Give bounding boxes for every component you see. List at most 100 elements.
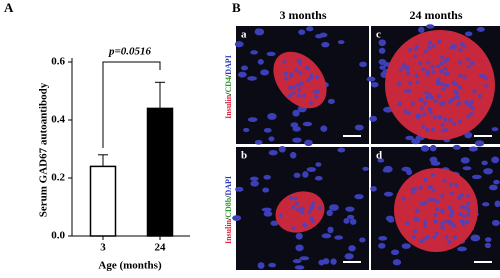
- islet-nucleus: [432, 115, 437, 120]
- islet-nucleus: [466, 64, 471, 69]
- islet-nucleus: [448, 118, 453, 123]
- nucleus: [378, 39, 386, 47]
- islet-nucleus: [293, 196, 298, 201]
- nucleus: [327, 226, 334, 234]
- nucleus: [306, 167, 317, 172]
- islet-nucleus: [423, 224, 428, 229]
- nucleus: [378, 242, 386, 249]
- islet-nucleus: [315, 89, 320, 94]
- nucleus: [494, 200, 500, 208]
- nucleus: [359, 61, 367, 68]
- islet-nucleus: [448, 45, 453, 50]
- islet-nucleus: [434, 231, 439, 236]
- islet-nucleus: [397, 81, 402, 86]
- islet-nucleus: [441, 100, 446, 105]
- nucleus: [491, 127, 499, 132]
- nucleus: [349, 218, 357, 225]
- islet-nucleus: [433, 212, 438, 217]
- islet-nucleus: [278, 213, 283, 218]
- islet-nucleus: [415, 217, 420, 222]
- islet-nucleus: [421, 201, 426, 206]
- nucleus: [292, 259, 302, 264]
- islet-nucleus: [291, 226, 296, 231]
- islet-nucleus: [405, 65, 410, 70]
- nucleus: [401, 243, 411, 249]
- islet-nucleus: [433, 219, 438, 224]
- islet: [385, 30, 495, 140]
- islet-nucleus: [436, 77, 441, 82]
- nucleus: [321, 41, 330, 48]
- islet-nucleus: [440, 225, 445, 230]
- islet-nucleus: [443, 117, 448, 122]
- islet-nucleus: [427, 40, 432, 45]
- nucleus: [460, 157, 470, 164]
- nucleus: [263, 127, 272, 133]
- islet-nucleus: [451, 223, 456, 228]
- x-tick-label: 3: [100, 242, 106, 254]
- islet-nucleus: [413, 54, 418, 59]
- nucleus: [292, 137, 302, 143]
- nucleus: [345, 206, 355, 212]
- nucleus: [354, 194, 364, 200]
- row-label-part: DAPI: [224, 176, 233, 196]
- nucleus: [237, 71, 247, 78]
- nucleus: [383, 191, 394, 197]
- nucleus: [268, 149, 278, 156]
- islet-nucleus: [459, 42, 464, 47]
- nucleus: [464, 31, 473, 37]
- y-tick-label: 0.4: [51, 114, 65, 126]
- islet-nucleus: [427, 92, 432, 97]
- micrographs: a c b d: [232, 24, 500, 270]
- islet: [273, 51, 327, 109]
- nucleus: [234, 41, 244, 48]
- bar: [146, 107, 174, 237]
- islet-nucleus: [439, 69, 444, 74]
- nucleus: [392, 259, 402, 266]
- islet-nucleus: [309, 100, 314, 105]
- y-tick-label: 0.0: [51, 230, 65, 242]
- islet-nucleus: [411, 190, 416, 195]
- islet-nucleus: [431, 44, 436, 49]
- nucleus: [330, 258, 337, 265]
- nucleus: [266, 51, 276, 57]
- nucleus: [359, 237, 366, 243]
- row-label-part: /: [224, 74, 233, 78]
- nucleus: [247, 117, 258, 122]
- islet-nucleus: [438, 115, 443, 120]
- nucleus: [255, 28, 262, 33]
- row-label-part: CD8b: [224, 197, 233, 218]
- islet-nucleus: [452, 235, 457, 240]
- nucleus: [268, 262, 277, 268]
- islet-nucleus: [289, 196, 294, 201]
- islet-nucleus: [318, 206, 323, 211]
- nucleus: [362, 166, 369, 171]
- nucleus: [295, 244, 304, 252]
- islet-nucleus: [415, 80, 420, 85]
- islet-nucleus: [423, 101, 428, 106]
- islet-nucleus: [450, 191, 455, 196]
- islet-nucleus: [457, 196, 462, 201]
- nucleus: [320, 125, 328, 132]
- islet-nucleus: [424, 90, 429, 95]
- nucleus: [354, 124, 364, 131]
- islet-nucleus: [427, 107, 432, 112]
- islet-nucleus: [296, 83, 301, 88]
- islet-nucleus: [459, 204, 464, 209]
- islet-nucleus: [461, 214, 466, 219]
- islet-nucleus: [307, 210, 312, 215]
- islet-nucleus: [450, 211, 455, 216]
- islet-nucleus: [484, 84, 489, 89]
- nucleus: [292, 109, 300, 117]
- islet-nucleus: [288, 72, 293, 77]
- islet-nucleus: [427, 197, 432, 202]
- islet-nucleus: [284, 76, 289, 81]
- islet-nucleus: [466, 201, 471, 206]
- image-label: d: [376, 150, 382, 162]
- islet-nucleus: [423, 220, 428, 225]
- nucleus: [493, 179, 500, 185]
- nucleus: [270, 220, 279, 226]
- islet-nucleus: [315, 75, 320, 80]
- islet-nucleus: [419, 106, 424, 111]
- nucleus: [257, 262, 265, 269]
